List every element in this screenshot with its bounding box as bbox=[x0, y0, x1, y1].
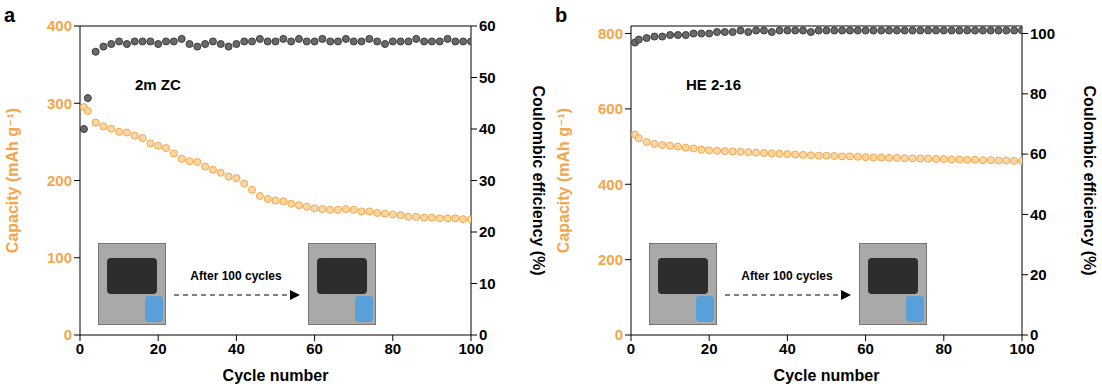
svg-text:40: 40 bbox=[1030, 206, 1047, 223]
svg-text:300: 300 bbox=[47, 95, 72, 112]
svg-text:30: 30 bbox=[479, 172, 496, 189]
svg-text:400: 400 bbox=[47, 17, 72, 34]
svg-text:40: 40 bbox=[228, 340, 245, 357]
html-text:After 100 cycles: After 100 cycles bbox=[741, 269, 833, 283]
svg-text:60: 60 bbox=[857, 340, 874, 357]
svg-text:0: 0 bbox=[64, 326, 72, 343]
svg-text:0: 0 bbox=[76, 340, 84, 357]
svg-text:60: 60 bbox=[306, 340, 323, 357]
svg-text:60: 60 bbox=[479, 17, 496, 34]
svg-text:40: 40 bbox=[779, 340, 796, 357]
svg-text:100: 100 bbox=[1030, 25, 1055, 42]
svg-text:800: 800 bbox=[598, 25, 623, 42]
svg-text:20: 20 bbox=[1030, 266, 1047, 283]
svg-text:80: 80 bbox=[384, 340, 401, 357]
html-text:b: b bbox=[555, 4, 568, 26]
svg-text:400: 400 bbox=[598, 176, 623, 193]
svg-text:Cycle number: Cycle number bbox=[774, 367, 880, 384]
svg-text:80: 80 bbox=[1030, 85, 1047, 102]
html-text:HE 2-16: HE 2-16 bbox=[686, 76, 741, 93]
html-text:a: a bbox=[4, 4, 16, 26]
svg-text:Coulombic efficiency (%): Coulombic efficiency (%) bbox=[1081, 85, 1098, 275]
svg-text:0: 0 bbox=[627, 340, 635, 357]
svg-text:600: 600 bbox=[598, 100, 623, 117]
svg-text:Coulombic efficiency (%): Coulombic efficiency (%) bbox=[530, 85, 547, 275]
svg-text:40: 40 bbox=[479, 120, 496, 137]
svg-text:50: 50 bbox=[479, 69, 496, 86]
svg-text:Capacity (mAh g⁻¹): Capacity (mAh g⁻¹) bbox=[555, 108, 572, 253]
svg-text:60: 60 bbox=[1030, 145, 1047, 162]
svg-text:Cycle number: Cycle number bbox=[223, 367, 329, 384]
svg-text:20: 20 bbox=[150, 340, 167, 357]
svg-text:Capacity (mAh g⁻¹): Capacity (mAh g⁻¹) bbox=[4, 108, 21, 253]
svg-text:200: 200 bbox=[598, 251, 623, 268]
svg-text:100: 100 bbox=[1009, 339, 1035, 357]
svg-text:20: 20 bbox=[479, 223, 496, 240]
html-text:After 100 cycles: After 100 cycles bbox=[190, 269, 282, 283]
svg-text:100: 100 bbox=[47, 249, 72, 266]
html-text:2m ZC: 2m ZC bbox=[135, 76, 181, 93]
svg-text:10: 10 bbox=[479, 275, 496, 292]
svg-text:20: 20 bbox=[701, 340, 718, 357]
svg-text:100: 100 bbox=[458, 339, 484, 357]
svg-text:0: 0 bbox=[1030, 326, 1038, 343]
svg-text:80: 80 bbox=[935, 340, 952, 357]
svg-text:0: 0 bbox=[479, 326, 487, 343]
svg-text:200: 200 bbox=[47, 172, 72, 189]
svg-text:0: 0 bbox=[615, 326, 623, 343]
